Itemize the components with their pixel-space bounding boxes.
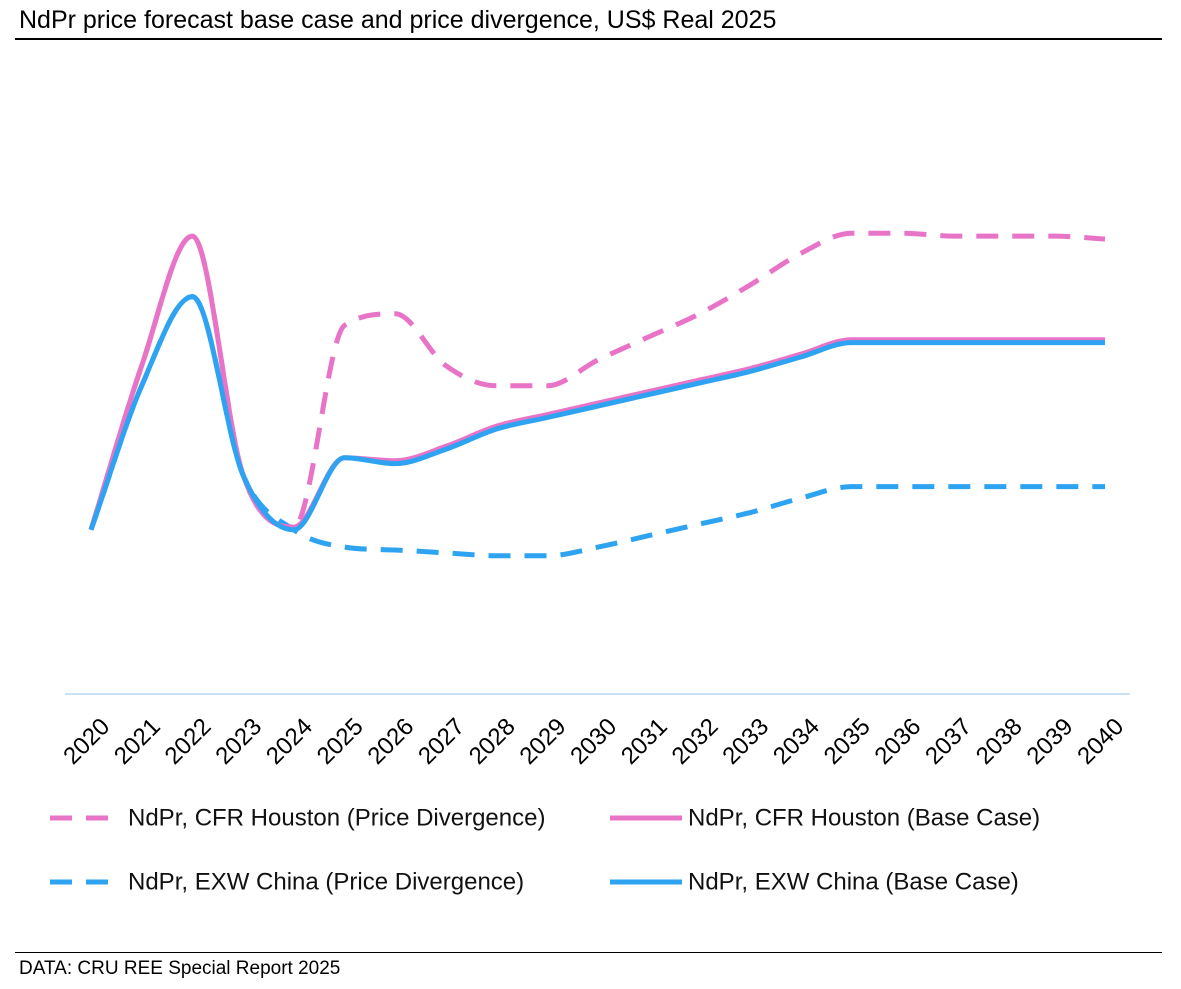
data-point-ndpr-exw-china-base-case-2024 [292,528,296,532]
legend: NdPr, CFR Houston (Price Divergence) NdPr… [50,805,1040,896]
x-tick-label: 2040 [1072,713,1129,770]
data-point-ndpr-exw-china-base-case-2029 [545,416,549,420]
series-line-ndpr-cfr-houston-base-case [88,233,1105,531]
legend-label-ndpr-cfr-houston-price-divergence: NdPr, CFR Houston (Price Divergence) [128,805,545,832]
data-point-ndpr-cfr-houston-price-divergence-2033 [748,283,752,287]
data-point-ndpr-exw-china-base-case-2036 [900,341,904,345]
data-point-ndpr-exw-china-price-divergence-2031 [647,534,651,538]
data-point-ndpr-exw-china-price-divergence-2025 [343,545,347,549]
data-point-ndpr-exw-china-price-divergence-2029 [545,554,549,558]
data-point-ndpr-exw-china-base-case-2023 [241,473,245,477]
x-tick-labels: 2020202120222023202420252026202720282029… [58,713,1129,770]
x-tick-label: 2029 [515,713,572,770]
data-point-ndpr-exw-china-base-case-2020 [89,528,93,532]
x-tick-label: 2035 [819,713,876,770]
legend-label-ndpr-exw-china-price-divergence: NdPr, EXW China (Price Divergence) [128,869,524,896]
data-point-ndpr-exw-china-base-case-2031 [647,392,651,396]
x-tick-label: 2023 [210,713,267,770]
data-point-ndpr-cfr-houston-price-divergence-2028 [495,384,499,388]
data-point-ndpr-exw-china-base-case-2035 [850,341,854,345]
data-point-ndpr-exw-china-base-case-2037 [951,341,955,345]
series-layer [88,230,1107,559]
data-point-ndpr-cfr-houston-price-divergence-2027 [444,364,448,368]
data-point-ndpr-exw-china-base-case-2032 [697,381,701,385]
data-point-ndpr-cfr-houston-base-case-2022 [190,234,194,238]
data-point-ndpr-cfr-houston-price-divergence-2040 [1103,237,1107,241]
data-point-ndpr-exw-china-price-divergence-2040 [1103,485,1107,489]
data-point-ndpr-cfr-houston-price-divergence-2029 [545,384,549,388]
data-point-ndpr-exw-china-base-case-2021 [140,384,144,388]
data-point-ndpr-exw-china-price-divergence-2035 [850,485,854,489]
source-rule [15,952,1162,953]
data-point-ndpr-cfr-houston-price-divergence-2032 [697,312,701,316]
x-tick-label: 2032 [667,713,724,770]
data-point-ndpr-exw-china-base-case-2028 [495,427,499,431]
title-rule [15,38,1162,40]
series-line-ndpr-cfr-houston-price-divergence [88,230,1106,531]
x-tick-label: 2025 [312,713,369,770]
series-line-ndpr-exw-china-price-divergence [88,294,1105,559]
x-tick-label: 2020 [58,713,115,770]
legend-label-ndpr-cfr-houston-base-case: NdPr, CFR Houston (Base Case) [688,805,1040,832]
data-point-ndpr-exw-china-price-divergence-2028 [495,554,499,558]
data-point-ndpr-exw-china-base-case-2034 [799,355,803,359]
data-point-ndpr-exw-china-price-divergence-2036 [900,485,904,489]
data-point-ndpr-exw-china-price-divergence-2033 [748,511,752,515]
data-point-ndpr-exw-china-base-case-2033 [748,369,752,373]
series-line-ndpr-exw-china-base-case [88,294,1105,533]
x-tick-label: 2033 [717,713,774,770]
data-point-ndpr-cfr-houston-price-divergence-2026 [393,312,397,316]
data-point-ndpr-exw-china-base-case-2022 [190,295,194,299]
data-point-ndpr-exw-china-price-divergence-2027 [444,551,448,555]
data-point-ndpr-exw-china-base-case-2030 [596,404,600,408]
x-tick-label: 2021 [109,713,166,770]
data-point-ndpr-exw-china-price-divergence-2030 [596,545,600,549]
x-tick-label: 2026 [362,713,419,770]
data-point-ndpr-cfr-houston-price-divergence-2036 [900,231,904,235]
data-point-ndpr-cfr-houston-price-divergence-2030 [596,358,600,362]
data-point-ndpr-exw-china-base-case-2025 [343,456,347,460]
data-point-ndpr-cfr-houston-price-divergence-2037 [951,234,955,238]
x-tick-label: 2022 [160,713,217,770]
data-point-ndpr-exw-china-base-case-2039 [1052,341,1056,345]
data-point-ndpr-cfr-houston-price-divergence-2031 [647,335,651,339]
data-point-ndpr-exw-china-base-case-2040 [1103,341,1107,345]
x-tick-label: 2038 [971,713,1028,770]
x-tick-label: 2036 [869,713,926,770]
data-point-ndpr-cfr-houston-price-divergence-2025 [343,323,347,327]
data-point-ndpr-exw-china-base-case-2038 [1002,341,1006,345]
data-point-ndpr-exw-china-price-divergence-2037 [951,485,955,489]
chart-title: NdPr price forecast base case and price … [19,6,777,34]
data-point-ndpr-cfr-houston-price-divergence-2035 [850,231,854,235]
data-point-ndpr-exw-china-price-divergence-2032 [697,522,701,526]
data-point-ndpr-exw-china-base-case-2027 [444,447,448,451]
x-tick-label: 2024 [261,713,318,770]
data-point-ndpr-exw-china-price-divergence-2038 [1002,485,1006,489]
x-tick-label: 2027 [413,713,470,770]
source-note: DATA: CRU REE Special Report 2025 [19,958,341,979]
x-tick-label: 2037 [920,713,977,770]
x-tick-label: 2030 [565,713,622,770]
legend-label-ndpr-exw-china-base-case: NdPr, EXW China (Base Case) [688,869,1019,896]
x-tick-label: 2034 [768,713,825,770]
x-tick-label: 2031 [616,713,673,770]
data-point-ndpr-exw-china-price-divergence-2039 [1052,485,1056,489]
x-tick-label: 2028 [464,713,521,770]
data-point-ndpr-exw-china-price-divergence-2034 [799,496,803,500]
data-point-ndpr-exw-china-base-case-2026 [393,462,397,466]
data-point-ndpr-cfr-houston-base-case-2021 [140,364,144,368]
data-point-ndpr-cfr-houston-price-divergence-2038 [1002,234,1006,238]
data-point-ndpr-cfr-houston-price-divergence-2039 [1052,234,1056,238]
data-point-ndpr-cfr-houston-price-divergence-2034 [799,251,803,255]
data-point-ndpr-exw-china-price-divergence-2026 [393,548,397,552]
x-tick-label: 2039 [1022,713,1079,770]
